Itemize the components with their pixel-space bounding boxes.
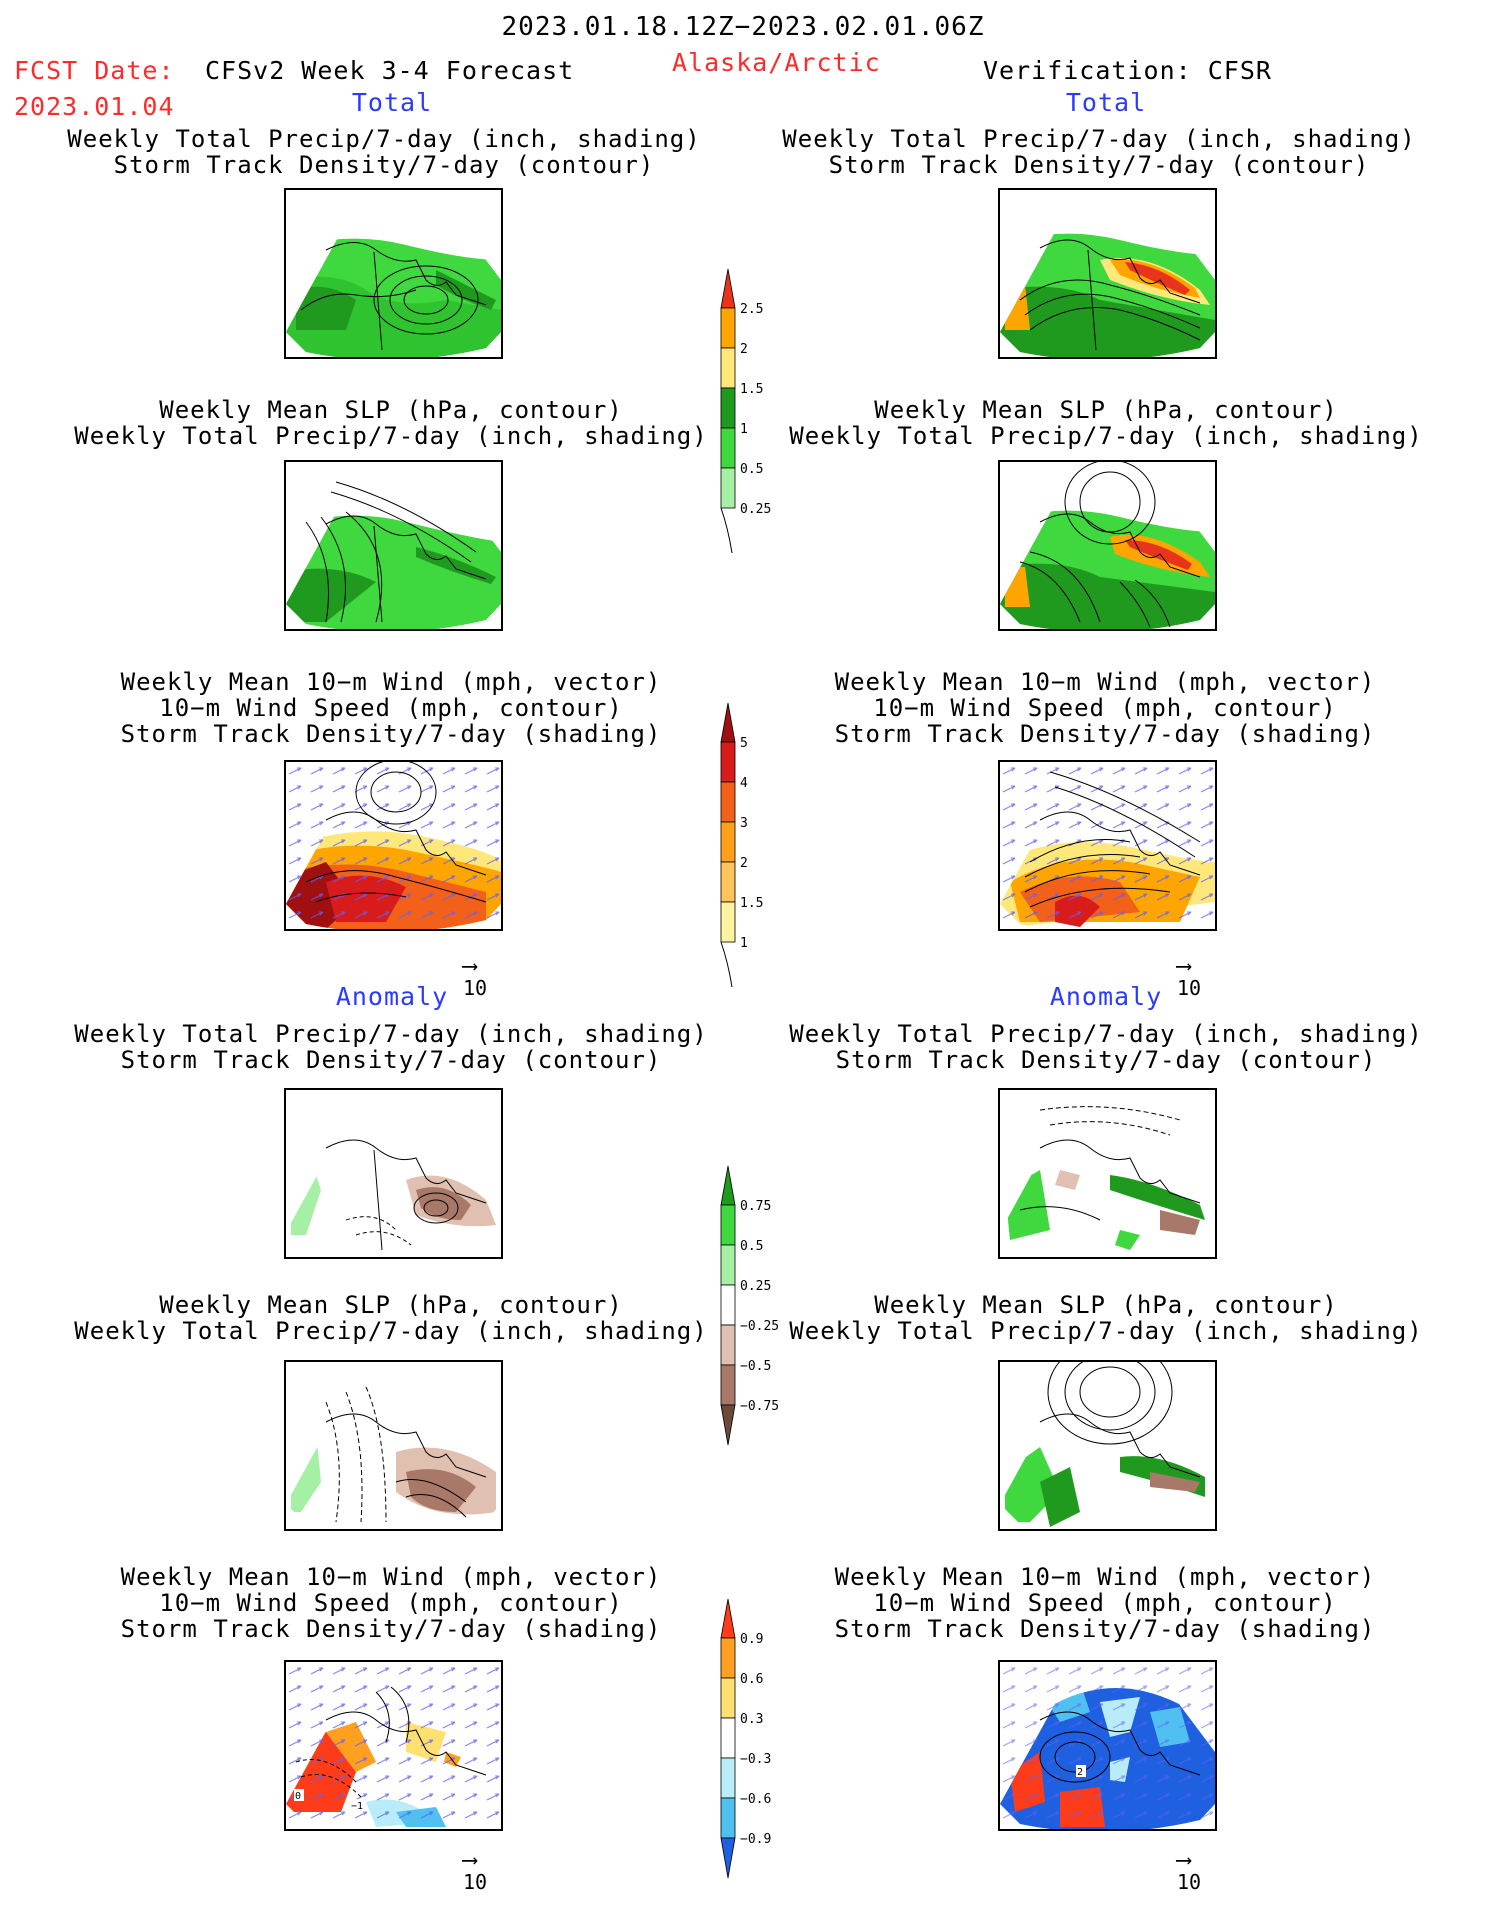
map-anom-wind-storm-fcst: 0 −1	[284, 1660, 503, 1831]
svg-text:5: 5	[740, 736, 748, 751]
vector-key-r3-ver: ⟶ 10	[1177, 954, 1202, 1001]
map-total-precip-storm-ver	[998, 188, 1217, 359]
svg-text:−0.25: −0.25	[740, 1319, 779, 1334]
colorbar-precip-total: 2.5 2 1.5 1 0.5 0.25	[720, 268, 800, 562]
map-total-precip-storm-fcst	[284, 188, 503, 359]
svg-text:0.5: 0.5	[740, 1239, 763, 1254]
map-total-slp-precip-ver	[998, 460, 1217, 631]
title-r4-fcst: Weekly Total Precip/7-day (inch, shading…	[74, 1020, 708, 1074]
title-r1-fcst: Weekly Total Precip/7-day (inch, shading…	[67, 125, 701, 179]
title-r1-ver: Weekly Total Precip/7-day (inch, shading…	[782, 125, 1416, 179]
colorbar-precip-anom: 0.75 0.5 0.25 −0.25 −0.5 −0.75	[720, 1165, 810, 1459]
svg-text:−0.5: −0.5	[740, 1359, 771, 1374]
svg-text:−0.9: −0.9	[740, 1832, 771, 1847]
svg-text:0.9: 0.9	[740, 1632, 763, 1647]
svg-text:−0.3: −0.3	[740, 1752, 771, 1767]
fcst-date: 2023.01.04	[14, 92, 175, 121]
svg-text:−0.75: −0.75	[740, 1399, 779, 1414]
svg-text:−0.6: −0.6	[740, 1792, 771, 1807]
svg-text:0.75: 0.75	[740, 1199, 771, 1214]
valid-period: 2023.01.18.12Z−2023.02.01.06Z	[501, 12, 985, 42]
svg-text:2: 2	[740, 856, 748, 871]
section-total-ver: Total	[1065, 88, 1147, 117]
svg-text:4: 4	[740, 776, 748, 791]
title-r4-ver: Weekly Total Precip/7-day (inch, shading…	[789, 1020, 1423, 1074]
map-label-fcst-1: −1	[351, 1801, 363, 1812]
svg-text:1.5: 1.5	[740, 382, 763, 397]
map-anom-slp-precip-ver	[998, 1360, 1217, 1531]
svg-text:0.3: 0.3	[740, 1712, 763, 1727]
svg-text:1: 1	[740, 422, 748, 437]
map-anom-precip-storm-fcst	[284, 1088, 503, 1259]
svg-text:0.6: 0.6	[740, 1672, 763, 1687]
svg-text:0.5: 0.5	[740, 462, 763, 477]
title-r6-fcst: Weekly Mean 10−m Wind (mph, vector) 10−m …	[120, 1563, 662, 1643]
map-label-ver-2: 2	[1077, 1767, 1083, 1778]
svg-text:1: 1	[740, 936, 748, 951]
vector-key-r6-fcst: ⟶ 10	[463, 1848, 488, 1895]
vector-key-r3-fcst: ⟶ 10	[463, 954, 488, 1001]
title-r2-ver: Weekly Mean SLP (hPa, contour) Weekly Tot…	[789, 396, 1423, 450]
region-title: Alaska/Arctic	[672, 48, 881, 77]
model-title: CFSv2 Week 3-4 Forecast	[205, 56, 575, 85]
colorbar-storm-total: 5 4 3 2 1.5 1	[720, 702, 800, 996]
svg-text:2: 2	[740, 342, 748, 357]
map-label-fcst-0: 0	[295, 1791, 301, 1802]
title-r3-fcst: Weekly Mean 10−m Wind (mph, vector) 10−m …	[120, 668, 662, 748]
title-r3-ver: Weekly Mean 10−m Wind (mph, vector) 10−m …	[834, 668, 1376, 748]
vector-key-r6-ver: ⟶ 10	[1177, 1848, 1202, 1895]
section-total-fcst: Total	[351, 88, 433, 117]
title-r6-ver: Weekly Mean 10−m Wind (mph, vector) 10−m …	[834, 1563, 1376, 1643]
section-anomaly-ver: Anomaly	[1049, 982, 1163, 1011]
map-total-wind-storm-ver	[998, 760, 1217, 931]
svg-text:3: 3	[740, 816, 748, 831]
colorbar-storm-anom: 0.9 0.6 0.3 −0.3 −0.6 −0.9	[720, 1598, 810, 1892]
map-anom-slp-precip-fcst	[284, 1360, 503, 1531]
title-r5-ver: Weekly Mean SLP (hPa, contour) Weekly Tot…	[789, 1291, 1423, 1345]
svg-text:0.25: 0.25	[740, 1279, 771, 1294]
section-anomaly-fcst: Anomaly	[335, 982, 449, 1011]
svg-text:2.5: 2.5	[740, 302, 763, 317]
map-total-slp-precip-fcst	[284, 460, 503, 631]
svg-text:0.25: 0.25	[740, 502, 771, 517]
svg-text:1.5: 1.5	[740, 896, 763, 911]
title-r5-fcst: Weekly Mean SLP (hPa, contour) Weekly Tot…	[74, 1291, 708, 1345]
map-anom-wind-storm-ver: 2	[998, 1660, 1217, 1831]
verification-title: Verification: CFSR	[983, 56, 1272, 85]
title-r2-fcst: Weekly Mean SLP (hPa, contour) Weekly Tot…	[74, 396, 708, 450]
map-anom-precip-storm-ver	[998, 1088, 1217, 1259]
map-total-wind-storm-fcst	[284, 760, 503, 931]
fcst-date-label: FCST Date:	[14, 56, 175, 85]
